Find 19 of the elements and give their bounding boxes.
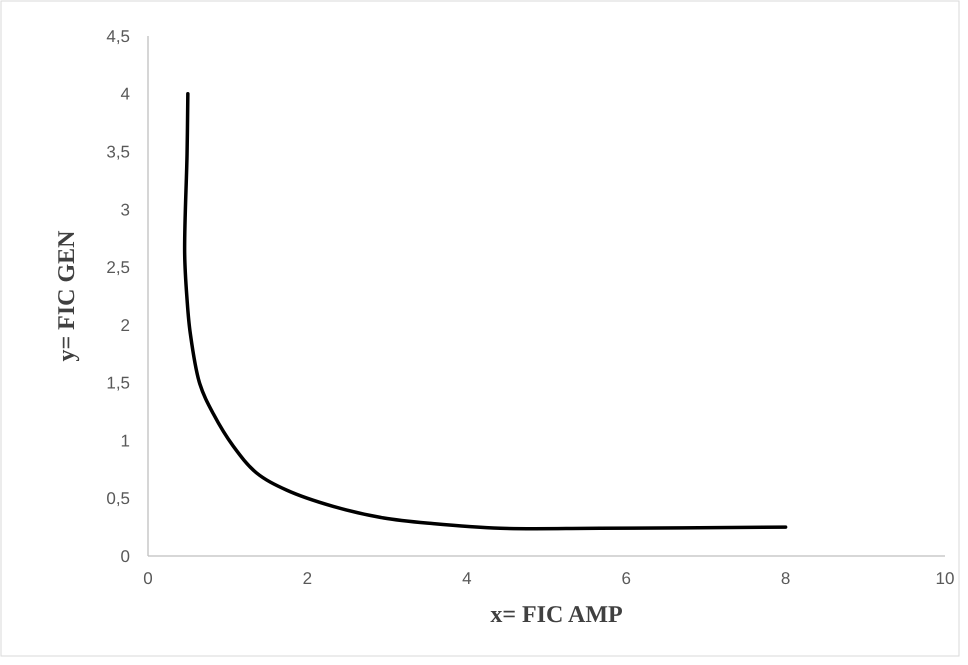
y-tick-label: 0,5: [106, 489, 130, 508]
x-tick-label: 0: [143, 569, 153, 588]
x-tick-label: 8: [780, 569, 790, 588]
y-tick-label: 2: [120, 316, 130, 335]
line-series: [182, 92, 788, 530]
y-tick-label: 1,5: [106, 374, 130, 393]
x-tick-label: 10: [936, 569, 954, 588]
x-tick-label: 4: [462, 569, 472, 588]
y-tick-label: 4: [120, 84, 130, 104]
x-tick-label: 2: [302, 569, 312, 588]
y-tick-label: 0: [120, 546, 130, 566]
x-axis-title: x= FIC AMP: [490, 602, 623, 628]
y-tick-label: 1: [120, 431, 130, 450]
y-tick-label: 3: [120, 200, 130, 220]
y-tick-label: 4,5: [106, 26, 130, 46]
x-tick-label: 6: [621, 569, 631, 588]
y-tick-label: 2,5: [106, 258, 130, 278]
y-tick-label: 3,5: [106, 142, 130, 162]
y-axis-title: y= FIC GEN: [54, 230, 80, 362]
